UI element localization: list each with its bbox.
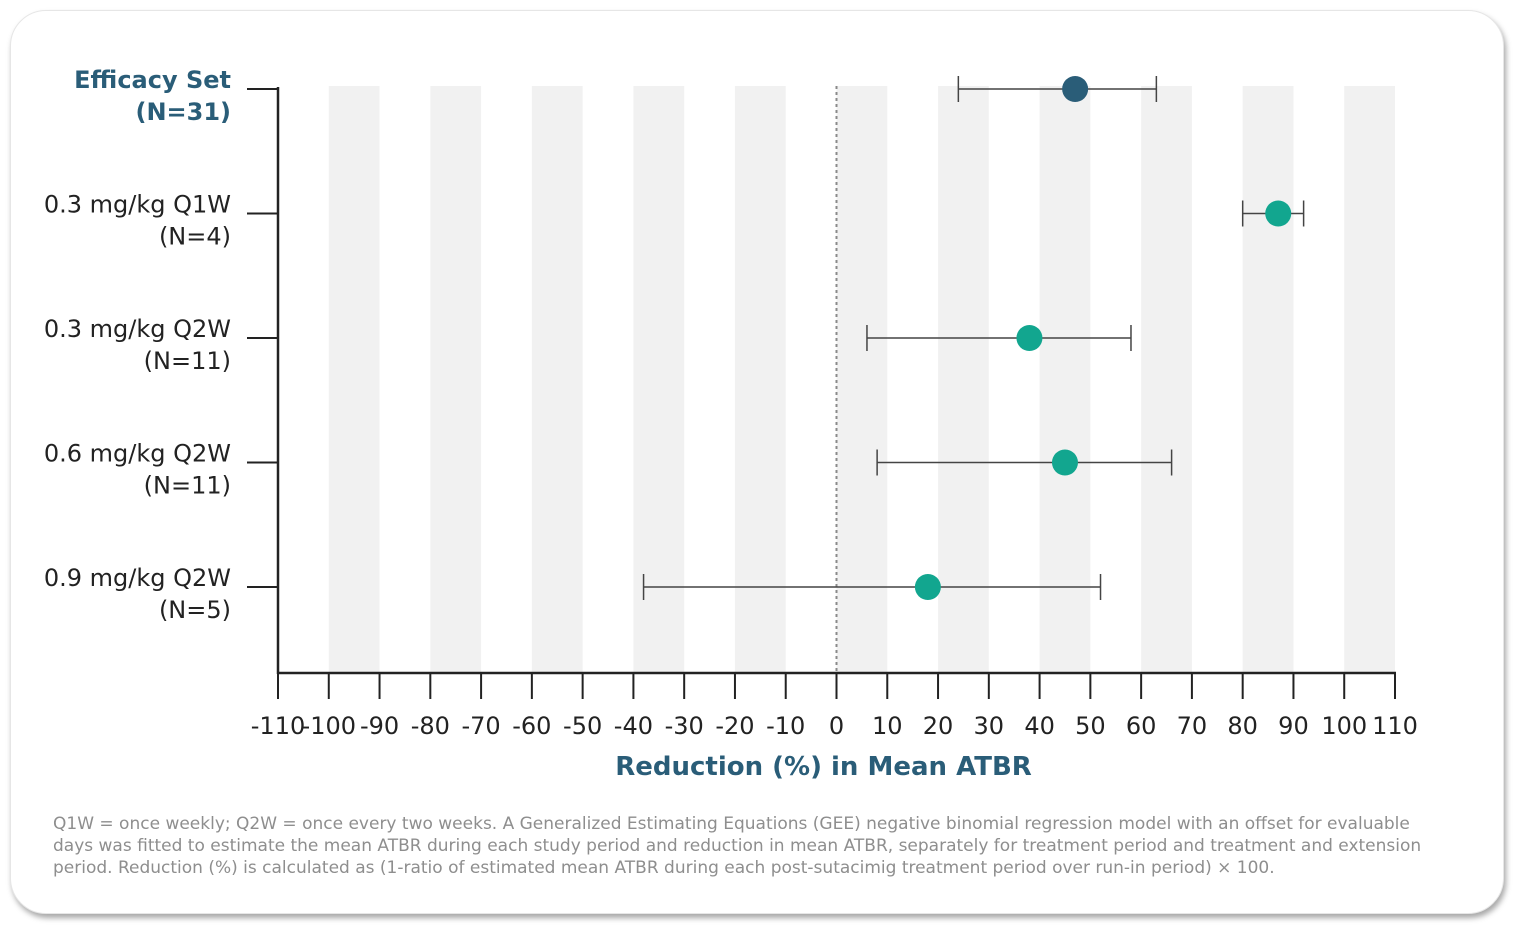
x-tick-label: 110 xyxy=(1372,712,1418,740)
background-bands xyxy=(328,86,1395,673)
x-tick-label: 0 xyxy=(829,712,844,740)
row-n-label: (N=31) xyxy=(135,98,231,126)
x-tick-label: 50 xyxy=(1075,712,1106,740)
x-tick-label: -80 xyxy=(411,712,450,740)
row-label: 0.6 mg/kg Q2W xyxy=(44,440,231,468)
x-tick-label: 60 xyxy=(1126,712,1157,740)
x-ticks: -110-100 -90 -80 -70 -60 -50 -40 -30 -20 -10 0 10 20… xyxy=(251,673,1418,740)
point-estimate xyxy=(914,574,941,600)
x-tick-label: -70 xyxy=(461,712,500,740)
background-band xyxy=(633,86,685,673)
background-band xyxy=(1242,86,1294,673)
footnote: Q1W = once weekly; Q2W = once every two … xyxy=(53,814,1422,878)
x-tick-label: 40 xyxy=(1024,712,1055,740)
plot-row: 0.3 mg/kg Q2W (N=11) xyxy=(44,315,1132,375)
x-tick-label: -30 xyxy=(665,712,704,740)
x-tick-label: 100 xyxy=(1321,712,1367,740)
x-tick-label: 20 xyxy=(923,712,954,740)
forest-plot: -110-100 -90 -80 -70 -60 -50 -40 -30 -20 -10 0 10 20… xyxy=(44,66,1418,782)
row-n-label: (N=11) xyxy=(144,472,231,500)
figure-card: -110 -100 -90 -80 -70 -60 -50 -40 -30 -20 -10 0 10 20… xyxy=(10,10,1504,914)
x-tick-label: 10 xyxy=(872,712,903,740)
x-tick-label: 70 xyxy=(1177,712,1208,740)
x-tick-label: -20 xyxy=(715,712,754,740)
x-tick-label: -110 xyxy=(251,712,305,740)
background-band xyxy=(1039,86,1091,673)
background-band xyxy=(531,86,583,673)
x-tick-label: 90 xyxy=(1278,712,1309,740)
row-label: 0.3 mg/kg Q1W xyxy=(44,191,231,219)
background-band xyxy=(430,86,482,673)
point-estimate xyxy=(1265,200,1292,227)
background-band xyxy=(938,86,989,673)
x-tick-label: -90 xyxy=(360,712,399,740)
plot-row: 0.6 mg/kg Q2W (N=11) xyxy=(44,440,1173,500)
row-n-label: (N=4) xyxy=(159,223,231,251)
x-axis-title: Reduction (%) in Mean ATBR xyxy=(615,752,1032,782)
x-tick-label: 80 xyxy=(1227,712,1258,740)
background-band xyxy=(328,86,380,673)
x-tick-label: -60 xyxy=(512,712,551,740)
background-band xyxy=(734,86,786,673)
plot-row: 0.9 mg/kg Q2W (N=5) xyxy=(44,564,1102,624)
background-band xyxy=(1344,86,1395,673)
point-estimate xyxy=(1051,449,1078,476)
plot-row: 0.3 mg/kg Q1W (N=4) xyxy=(44,191,1305,251)
x-tick-label: 30 xyxy=(974,712,1005,740)
plot-rows: Efficacy Set(N=31)0.3 mg/kg Q1W(N=4)0.3 … xyxy=(44,66,1305,624)
row-label: 0.3 mg/kg Q2W xyxy=(44,315,231,343)
x-tick-label: -40 xyxy=(614,712,653,740)
row-n-label: (N=5) xyxy=(159,596,231,624)
plot-row: Efficacy Set (N=31) xyxy=(74,66,1158,126)
row-n-label: (N=11) xyxy=(144,347,231,375)
row-label: 0.9 mg/kg Q2W xyxy=(44,564,231,592)
background-band xyxy=(1141,86,1192,673)
point-estimate xyxy=(1062,76,1089,102)
x-tick-label: -100 xyxy=(302,712,356,740)
x-tick-label: -10 xyxy=(766,712,805,740)
row-label: Efficacy Set xyxy=(74,66,231,94)
point-estimate xyxy=(1016,325,1043,351)
background-band xyxy=(836,86,888,673)
x-tick-label: -50 xyxy=(563,712,602,740)
